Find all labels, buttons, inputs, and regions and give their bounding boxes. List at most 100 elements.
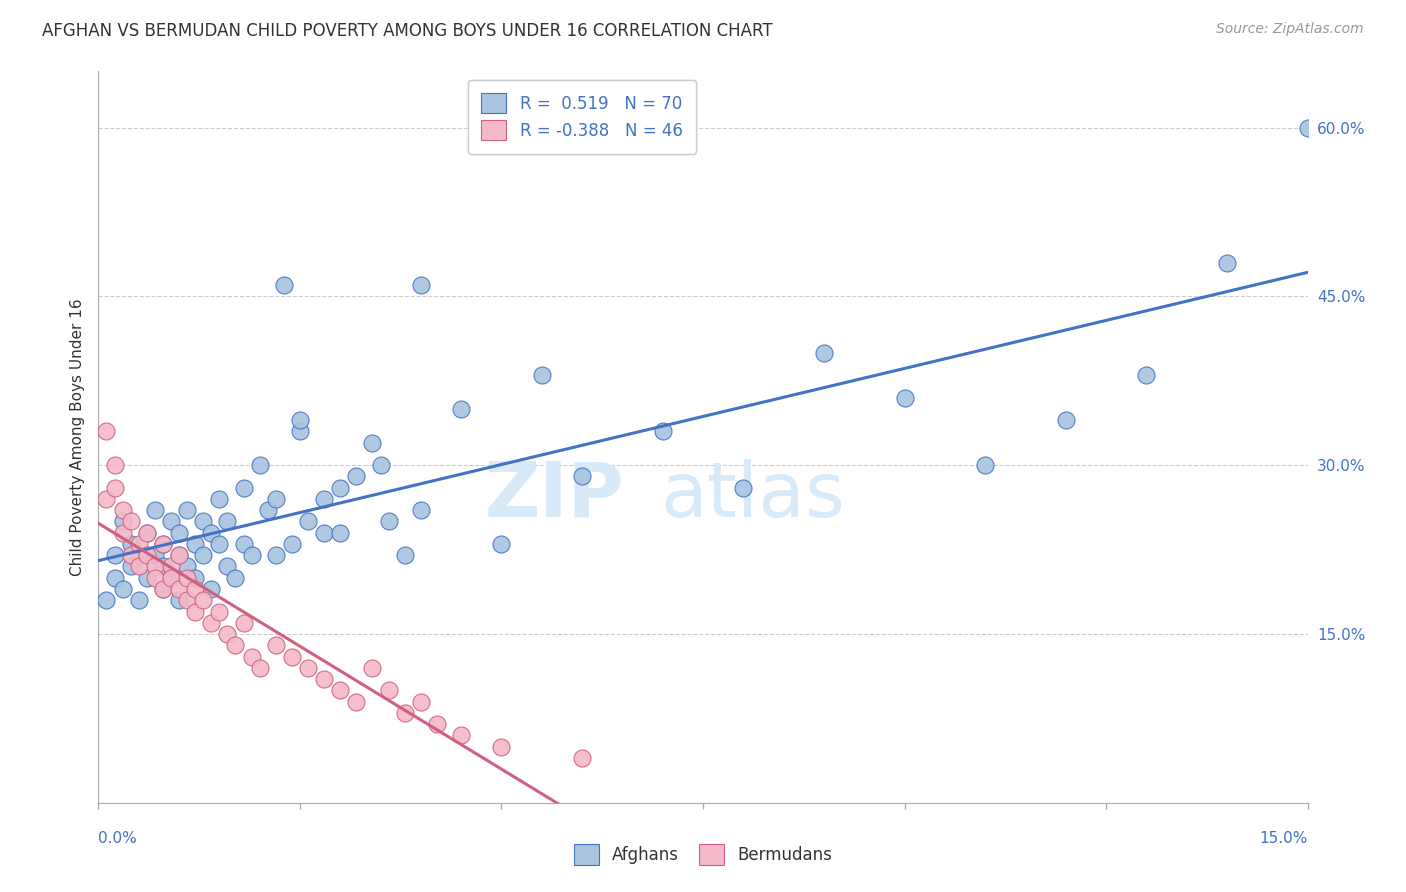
Point <box>160 571 183 585</box>
Point <box>813 345 835 359</box>
Point <box>184 537 207 551</box>
Point <box>208 491 231 506</box>
Point <box>232 537 254 551</box>
Point <box>208 605 231 619</box>
Point <box>193 593 215 607</box>
Point <box>103 481 125 495</box>
Point <box>344 469 367 483</box>
Point <box>160 571 183 585</box>
Point <box>111 525 134 540</box>
Point <box>361 435 384 450</box>
Point <box>143 571 166 585</box>
Point <box>193 515 215 529</box>
Point <box>96 491 118 506</box>
Point <box>120 537 142 551</box>
Point <box>394 548 416 562</box>
Point <box>167 593 190 607</box>
Point <box>193 548 215 562</box>
Point <box>217 627 239 641</box>
Point <box>281 537 304 551</box>
Point <box>167 582 190 596</box>
Point <box>200 615 222 630</box>
Point <box>96 425 118 439</box>
Point <box>111 515 134 529</box>
Point <box>135 525 157 540</box>
Legend: R =  0.519   N = 70, R = -0.388   N = 46: R = 0.519 N = 70, R = -0.388 N = 46 <box>468 79 696 153</box>
Point <box>143 559 166 574</box>
Point <box>409 278 432 293</box>
Point <box>152 582 174 596</box>
Point <box>152 582 174 596</box>
Point <box>96 593 118 607</box>
Text: AFGHAN VS BERMUDAN CHILD POVERTY AMONG BOYS UNDER 16 CORRELATION CHART: AFGHAN VS BERMUDAN CHILD POVERTY AMONG B… <box>42 22 773 40</box>
Point <box>224 638 246 652</box>
Point <box>1054 413 1077 427</box>
Point <box>264 548 287 562</box>
Point <box>450 728 472 742</box>
Point <box>135 525 157 540</box>
Point <box>120 559 142 574</box>
Point <box>200 525 222 540</box>
Point <box>571 751 593 765</box>
Point <box>491 537 513 551</box>
Point <box>167 548 190 562</box>
Point <box>184 605 207 619</box>
Point <box>103 571 125 585</box>
Point <box>249 661 271 675</box>
Point <box>120 515 142 529</box>
Point <box>530 368 553 383</box>
Point <box>288 425 311 439</box>
Point <box>297 515 319 529</box>
Point <box>361 661 384 675</box>
Point <box>264 638 287 652</box>
Text: 15.0%: 15.0% <box>1260 831 1308 846</box>
Point <box>152 559 174 574</box>
Point <box>651 425 673 439</box>
Text: Source: ZipAtlas.com: Source: ZipAtlas.com <box>1216 22 1364 37</box>
Legend: Afghans, Bermudans: Afghans, Bermudans <box>564 834 842 875</box>
Point <box>733 481 755 495</box>
Point <box>176 503 198 517</box>
Point <box>128 548 150 562</box>
Point <box>217 559 239 574</box>
Point <box>143 548 166 562</box>
Point <box>974 458 997 473</box>
Point <box>314 525 336 540</box>
Point <box>224 571 246 585</box>
Point <box>240 649 263 664</box>
Point <box>297 661 319 675</box>
Point <box>120 548 142 562</box>
Text: atlas: atlas <box>661 458 845 533</box>
Point <box>1135 368 1157 383</box>
Point <box>176 593 198 607</box>
Point <box>217 515 239 529</box>
Point <box>249 458 271 473</box>
Point <box>240 548 263 562</box>
Point <box>426 717 449 731</box>
Point <box>103 458 125 473</box>
Point <box>394 706 416 720</box>
Point <box>1296 120 1319 135</box>
Point <box>135 571 157 585</box>
Point <box>273 278 295 293</box>
Point <box>571 469 593 483</box>
Point <box>143 503 166 517</box>
Point <box>135 548 157 562</box>
Point <box>329 683 352 698</box>
Text: ZIP: ZIP <box>485 458 624 533</box>
Point <box>167 525 190 540</box>
Point <box>232 615 254 630</box>
Point <box>314 491 336 506</box>
Point <box>200 582 222 596</box>
Point <box>208 537 231 551</box>
Point <box>152 537 174 551</box>
Point <box>128 593 150 607</box>
Point <box>176 571 198 585</box>
Point <box>256 503 278 517</box>
Point <box>128 559 150 574</box>
Point <box>1216 255 1239 269</box>
Point <box>160 559 183 574</box>
Point <box>377 683 399 698</box>
Text: 0.0%: 0.0% <box>98 831 138 846</box>
Point <box>176 559 198 574</box>
